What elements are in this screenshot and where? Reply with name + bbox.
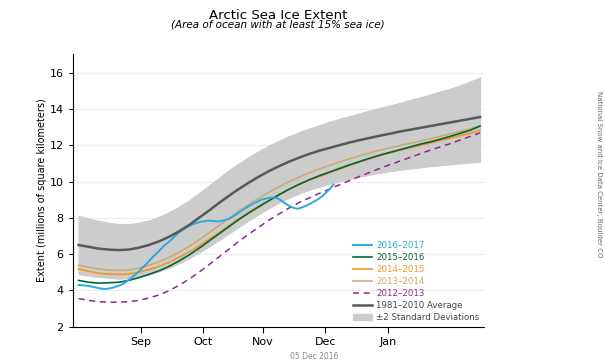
Text: Arctic Sea Ice Extent: Arctic Sea Ice Extent — [209, 9, 347, 22]
Text: (Area of ocean with at least 15% sea ice): (Area of ocean with at least 15% sea ice… — [171, 20, 385, 30]
Y-axis label: Extent (millions of square kilometers): Extent (millions of square kilometers) — [37, 99, 47, 282]
Text: National Snow and Ice Data Center, Boulder CO: National Snow and Ice Data Center, Bould… — [596, 91, 602, 257]
Text: 05 Dec 2016: 05 Dec 2016 — [290, 352, 339, 361]
Legend: 2016–2017, 2015–2016, 2014–2015, 2013–2014, 2012–2013, 1981–2010 Average, ±2 Sta: 2016–2017, 2015–2016, 2014–2015, 2013–20… — [353, 241, 480, 322]
